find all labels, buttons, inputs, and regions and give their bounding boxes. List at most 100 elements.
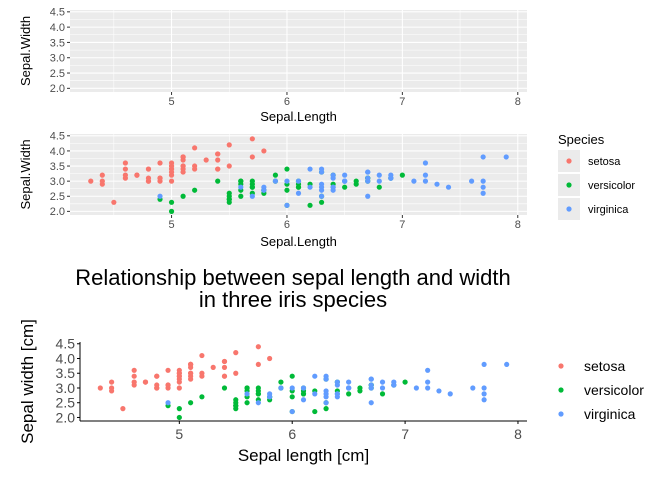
point-virginica — [376, 172, 382, 178]
point-virginica — [445, 184, 452, 190]
point-setosa — [122, 160, 128, 166]
point-versicolor — [376, 184, 382, 190]
x-tick-label: 6 — [284, 219, 290, 231]
legend-label-versicolor: versicolor — [588, 180, 635, 192]
x-axis-title: Sepal.Length — [260, 234, 337, 249]
point-virginica — [425, 367, 431, 373]
point-versicolor — [188, 400, 194, 406]
point-setosa — [249, 136, 255, 142]
legend-key-versicolor — [558, 387, 564, 393]
point-virginica — [469, 178, 475, 184]
legend-title: Species — [558, 132, 605, 147]
point-versicolor — [226, 190, 232, 196]
point-setosa — [120, 406, 126, 412]
point-virginica — [261, 187, 267, 193]
point-virginica — [300, 385, 307, 391]
point-setosa — [215, 157, 221, 163]
legend-label-setosa: setosa — [588, 156, 621, 168]
point-virginica — [295, 178, 302, 184]
y-axis-title: Sepal.Width — [18, 16, 33, 86]
point-setosa — [157, 175, 163, 181]
point-virginica — [480, 190, 486, 196]
point-virginica — [422, 172, 429, 178]
point-setosa — [154, 385, 160, 391]
point-virginica — [318, 166, 325, 172]
chart-title-line-2: in three iris species — [199, 287, 387, 312]
point-versicolor — [238, 178, 244, 184]
point-virginica — [330, 184, 336, 190]
legend-label-virginica: virginica — [584, 406, 636, 422]
point-versicolor — [379, 391, 386, 397]
point-virginica — [312, 391, 318, 397]
chart-panel-2: 5 6 7 8 2.0 2.5 3.0 3.5 4.0 4.5 Sepal.Length Sepal.… — [18, 131, 635, 249]
point-virginica — [157, 193, 163, 199]
legend-label-setosa: setosa — [584, 358, 625, 374]
point-setosa — [188, 373, 194, 379]
point-virginica — [368, 400, 374, 406]
point-virginica — [334, 391, 340, 397]
point-versicolor — [180, 193, 186, 199]
point-setosa — [165, 382, 171, 388]
x-axis-title: Sepal length [cm] — [238, 446, 369, 465]
point-virginica — [481, 391, 487, 397]
point-versicolor — [233, 397, 239, 403]
point-setosa — [210, 364, 216, 370]
point-virginica — [436, 388, 442, 394]
point-setosa — [109, 379, 115, 385]
point-setosa — [134, 172, 140, 178]
point-virginica — [278, 385, 284, 391]
point-setosa — [131, 373, 137, 379]
point-virginica — [480, 184, 486, 190]
point-setosa — [168, 163, 175, 169]
point-virginica — [267, 394, 273, 400]
point-virginica — [503, 154, 509, 160]
point-versicolor — [249, 184, 255, 190]
point-versicolor — [255, 391, 261, 397]
y-tick-label: 4.5 — [50, 7, 65, 19]
point-setosa — [131, 367, 137, 373]
legend-key-versicolor — [566, 182, 572, 188]
point-virginica — [307, 166, 313, 172]
point-versicolor — [289, 394, 295, 400]
point-virginica — [284, 178, 290, 184]
point-versicolor — [278, 379, 284, 385]
point-setosa — [192, 166, 198, 172]
point-setosa — [261, 148, 267, 154]
point-virginica — [422, 178, 429, 184]
point-virginica — [388, 175, 394, 181]
x-tick-label: 8 — [515, 96, 521, 108]
point-virginica — [323, 400, 329, 406]
point-virginica — [346, 379, 352, 385]
point-virginica — [379, 385, 386, 391]
legend-key-setosa — [558, 363, 564, 369]
point-setosa — [165, 367, 171, 373]
y-tick-label: 2.5 — [50, 191, 65, 203]
y-tick-label: 3.0 — [50, 53, 65, 65]
point-setosa — [97, 385, 103, 391]
y-tick-label: 3.0 — [56, 380, 76, 396]
point-setosa — [168, 169, 175, 175]
point-versicolor — [168, 208, 175, 214]
point-virginica — [330, 175, 336, 181]
point-virginica — [368, 376, 374, 382]
x-tick-label: 8 — [515, 219, 521, 231]
point-virginica — [481, 385, 487, 391]
point-setosa — [168, 178, 175, 184]
point-setosa — [154, 373, 160, 379]
legend-key-setosa — [566, 158, 572, 164]
x-tick-label: 6 — [288, 426, 296, 442]
point-virginica — [376, 178, 382, 184]
point-setosa — [99, 178, 105, 184]
x-tick-label: 5 — [168, 96, 174, 108]
point-setosa — [215, 151, 221, 157]
point-setosa — [267, 355, 273, 362]
x-tick-label: 5 — [175, 426, 183, 442]
point-virginica — [284, 202, 290, 208]
chart-panel-1: 5 6 7 8 2.0 2.5 3.0 3.5 4.0 4.5 Sepal.Length Sepal.… — [18, 7, 527, 124]
point-setosa — [255, 361, 261, 368]
chart-title-line-1: Relationship between sepal length and wi… — [75, 265, 510, 290]
point-virginica — [434, 181, 440, 187]
point-versicolor — [244, 400, 250, 406]
plot-background — [70, 10, 527, 92]
